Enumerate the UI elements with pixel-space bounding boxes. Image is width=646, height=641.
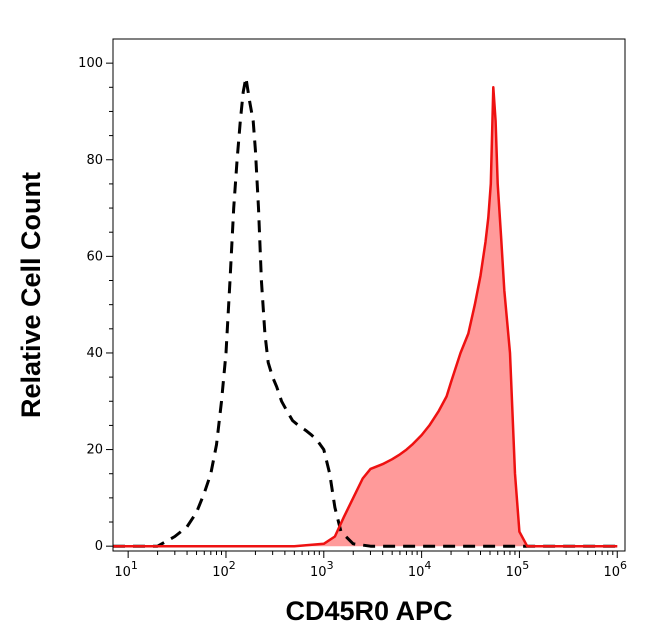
- series-1-line: [113, 86, 618, 548]
- x-axis: 101 102 103 104 105 106: [114, 551, 627, 580]
- area-layer: [113, 87, 618, 547]
- y-tick-label: 60: [86, 249, 103, 264]
- x-axis-title: CD45R0 APC: [285, 596, 452, 626]
- x-tick-label: 105: [506, 559, 530, 580]
- y-tick-label: 100: [78, 56, 103, 71]
- plot-frame: [112, 38, 626, 552]
- x-tick-label: 101: [114, 559, 138, 580]
- y-tick-label: 0: [95, 539, 103, 554]
- x-tick-label: 104: [408, 559, 432, 580]
- x-tick-label: 103: [310, 559, 334, 580]
- series-0-line: [113, 76, 618, 548]
- line-layer: [113, 76, 618, 548]
- y-axis-title: Relative Cell Count: [16, 172, 46, 418]
- x-tick-label: 106: [603, 559, 627, 580]
- y-tick-label: 20: [86, 443, 103, 458]
- x-tick-label: 102: [212, 559, 236, 580]
- series-1-area: [113, 87, 618, 547]
- y-tick-label: 40: [86, 346, 103, 361]
- y-axis: 0 20 40 60 80 100: [78, 56, 113, 554]
- y-tick-label: 80: [86, 153, 103, 168]
